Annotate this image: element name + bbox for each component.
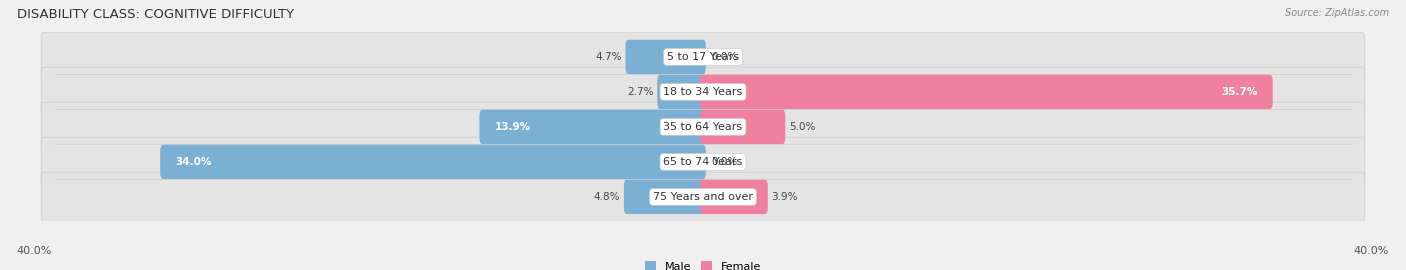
FancyBboxPatch shape bbox=[624, 180, 706, 214]
Text: 2.7%: 2.7% bbox=[627, 87, 654, 97]
FancyBboxPatch shape bbox=[41, 102, 1365, 152]
Text: 4.8%: 4.8% bbox=[593, 192, 620, 202]
Text: 3.9%: 3.9% bbox=[772, 192, 797, 202]
Text: 13.9%: 13.9% bbox=[495, 122, 531, 132]
Text: 65 to 74 Years: 65 to 74 Years bbox=[664, 157, 742, 167]
FancyBboxPatch shape bbox=[41, 172, 1365, 222]
Text: 35.7%: 35.7% bbox=[1220, 87, 1257, 97]
Text: 35 to 64 Years: 35 to 64 Years bbox=[664, 122, 742, 132]
Text: 18 to 34 Years: 18 to 34 Years bbox=[664, 87, 742, 97]
Text: 0.0%: 0.0% bbox=[711, 157, 737, 167]
FancyBboxPatch shape bbox=[700, 180, 768, 214]
FancyBboxPatch shape bbox=[160, 145, 706, 179]
Text: 5.0%: 5.0% bbox=[789, 122, 815, 132]
Legend: Male, Female: Male, Female bbox=[641, 257, 765, 270]
Text: 5 to 17 Years: 5 to 17 Years bbox=[666, 52, 740, 62]
FancyBboxPatch shape bbox=[41, 137, 1365, 187]
FancyBboxPatch shape bbox=[700, 75, 1272, 109]
FancyBboxPatch shape bbox=[41, 67, 1365, 117]
FancyBboxPatch shape bbox=[700, 110, 786, 144]
Text: DISABILITY CLASS: COGNITIVE DIFFICULTY: DISABILITY CLASS: COGNITIVE DIFFICULTY bbox=[17, 8, 294, 21]
Text: 0.0%: 0.0% bbox=[711, 52, 737, 62]
Text: 34.0%: 34.0% bbox=[176, 157, 212, 167]
FancyBboxPatch shape bbox=[626, 40, 706, 74]
Text: 4.7%: 4.7% bbox=[596, 52, 621, 62]
FancyBboxPatch shape bbox=[41, 32, 1365, 82]
Text: Source: ZipAtlas.com: Source: ZipAtlas.com bbox=[1285, 8, 1389, 18]
FancyBboxPatch shape bbox=[657, 75, 706, 109]
FancyBboxPatch shape bbox=[479, 110, 706, 144]
Text: 40.0%: 40.0% bbox=[17, 247, 52, 256]
Text: 40.0%: 40.0% bbox=[1354, 247, 1389, 256]
Text: 75 Years and over: 75 Years and over bbox=[652, 192, 754, 202]
